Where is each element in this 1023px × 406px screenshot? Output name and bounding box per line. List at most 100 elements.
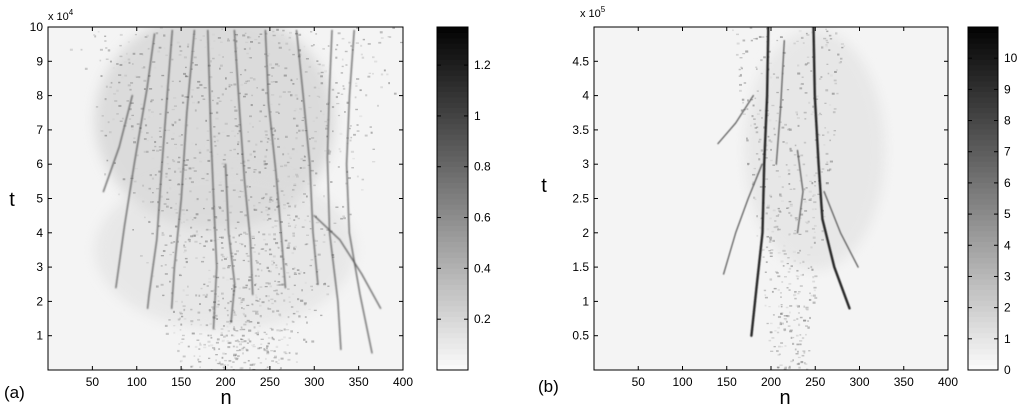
speckle-point — [216, 139, 219, 142]
speckle-point — [305, 195, 308, 198]
speckle-point — [777, 207, 780, 210]
speckle-point — [818, 78, 822, 80]
speckle-point — [220, 189, 224, 192]
speckle-point — [216, 153, 219, 155]
speckle-point — [283, 351, 287, 354]
speckle-point — [309, 138, 311, 140]
speckle-point — [244, 315, 247, 318]
speckle-point — [124, 74, 128, 77]
speckle-point — [180, 144, 183, 146]
speckle-point — [269, 111, 272, 113]
speckle-point — [220, 334, 224, 336]
speckle-point — [803, 188, 806, 191]
speckle-point — [277, 246, 280, 249]
speckle-point — [291, 293, 295, 295]
speckle-point — [173, 170, 177, 173]
speckle-point — [208, 309, 211, 311]
speckle-point — [262, 218, 266, 221]
speckle-point — [797, 350, 799, 353]
speckle-point — [181, 334, 185, 337]
speckle-point — [735, 53, 739, 56]
speckle-point — [753, 196, 756, 199]
speckle-point — [789, 203, 793, 206]
speckle-point — [746, 137, 748, 140]
speckle-point — [166, 111, 169, 114]
speckle-point — [811, 182, 814, 185]
speckle-point — [284, 352, 288, 355]
speckle-point — [187, 285, 189, 288]
speckle-point — [288, 296, 291, 299]
speckle-point — [139, 131, 144, 133]
speckle-point — [194, 37, 197, 40]
speckle-point — [742, 53, 746, 55]
speckle-point — [303, 193, 306, 195]
speckle-point — [288, 156, 292, 159]
speckle-point — [191, 95, 193, 98]
speckle-point — [253, 204, 256, 207]
speckle-point — [789, 147, 792, 150]
speckle-point — [367, 75, 371, 78]
speckle-point — [766, 206, 770, 209]
speckle-point — [801, 337, 805, 340]
speckle-point — [740, 66, 743, 69]
speckle-point — [272, 134, 275, 136]
colorbar-cell — [437, 278, 468, 285]
colorbar-cell — [968, 321, 998, 328]
speckle-point — [812, 216, 815, 219]
speckle-point — [293, 168, 297, 170]
speckle-point — [272, 255, 276, 258]
speckle-point — [295, 352, 298, 354]
speckle-point — [109, 60, 112, 63]
speckle-point — [798, 366, 801, 369]
speckle-point — [295, 175, 299, 178]
colorbar-cell — [968, 177, 998, 184]
speckle-point — [803, 141, 807, 144]
speckle-point — [314, 140, 317, 143]
speckle-point — [780, 342, 784, 344]
speckle-point — [212, 57, 215, 60]
speckle-point — [828, 104, 832, 106]
speckle-point — [795, 219, 798, 222]
speckle-point — [183, 72, 187, 75]
speckle-point — [812, 276, 815, 279]
speckle-point — [217, 295, 220, 298]
speckle-point — [224, 366, 228, 369]
speckle-point — [794, 348, 797, 351]
speckle-point — [278, 46, 282, 49]
speckle-point — [781, 99, 784, 101]
speckle-point — [317, 253, 321, 256]
speckle-point — [218, 184, 222, 186]
speckle-point — [173, 331, 176, 334]
speckle-point — [285, 42, 289, 45]
speckle-point — [255, 332, 259, 335]
speckle-point — [222, 297, 224, 300]
speckle-point — [233, 311, 236, 314]
speckle-point — [169, 234, 172, 238]
speckle-point — [311, 340, 315, 343]
speckle-point — [820, 113, 823, 116]
speckle-point — [209, 310, 211, 313]
speckle-point — [766, 322, 769, 325]
speckle-point — [807, 267, 810, 269]
speckle-point — [810, 31, 814, 34]
speckle-point — [259, 110, 262, 113]
speckle-point — [269, 143, 273, 146]
speckle-point — [255, 299, 258, 302]
speckle-point — [203, 207, 205, 210]
speckle-point — [243, 340, 247, 343]
speckle-point — [245, 171, 247, 174]
speckle-point — [764, 294, 767, 297]
speckle-point — [271, 302, 274, 305]
speckle-point — [276, 309, 280, 313]
speckle-point — [212, 308, 215, 310]
colorbar-tick-label: 4 — [1004, 238, 1011, 252]
speckle-point — [170, 292, 174, 295]
speckle-point — [806, 56, 810, 58]
speckle-point — [187, 237, 190, 240]
speckle-point — [300, 158, 303, 160]
speckle-point — [188, 167, 192, 170]
speckle-point — [284, 135, 288, 138]
speckle-point — [257, 275, 260, 277]
speckle-point — [343, 217, 346, 220]
filament-trace — [207, 29, 218, 330]
